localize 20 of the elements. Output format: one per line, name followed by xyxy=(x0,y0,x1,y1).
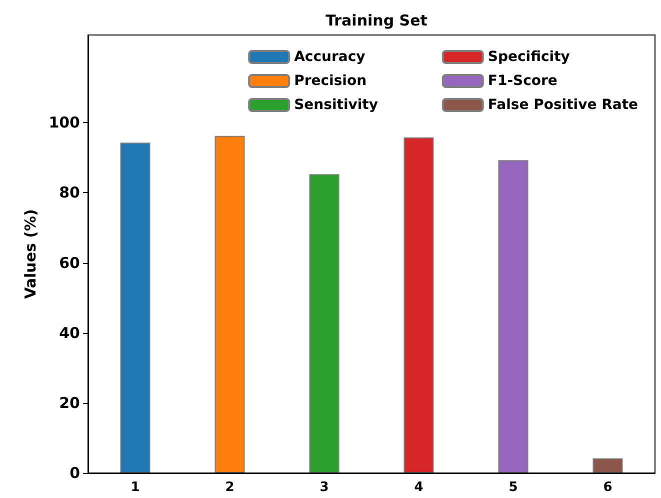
y-tick-label: 60 xyxy=(59,254,80,272)
legend-label: Specificity xyxy=(488,49,570,65)
chart-title: Training Set xyxy=(326,12,428,30)
y-tick-label: 0 xyxy=(70,464,80,482)
y-tick-label: 20 xyxy=(59,394,80,412)
x-tick-label: 4 xyxy=(414,480,424,495)
legend-label: Precision xyxy=(294,73,367,89)
legend-label: Accuracy xyxy=(294,49,366,65)
y-axis-title: Values (%) xyxy=(21,209,40,299)
y-tick-label: 100 xyxy=(48,114,80,132)
x-tick-label: 2 xyxy=(225,480,234,495)
legend-label: False Positive Rate xyxy=(488,97,638,113)
y-tick-label: 80 xyxy=(59,184,80,202)
x-tick-label: 6 xyxy=(603,480,612,495)
x-tick-label: 5 xyxy=(508,480,518,495)
x-tick-label: 3 xyxy=(320,480,329,495)
x-tick-label: 1 xyxy=(130,480,140,495)
y-tick-label: 40 xyxy=(59,324,80,342)
legend-label: F1-Score xyxy=(488,73,558,89)
legend-label: Sensitivity xyxy=(294,97,378,113)
